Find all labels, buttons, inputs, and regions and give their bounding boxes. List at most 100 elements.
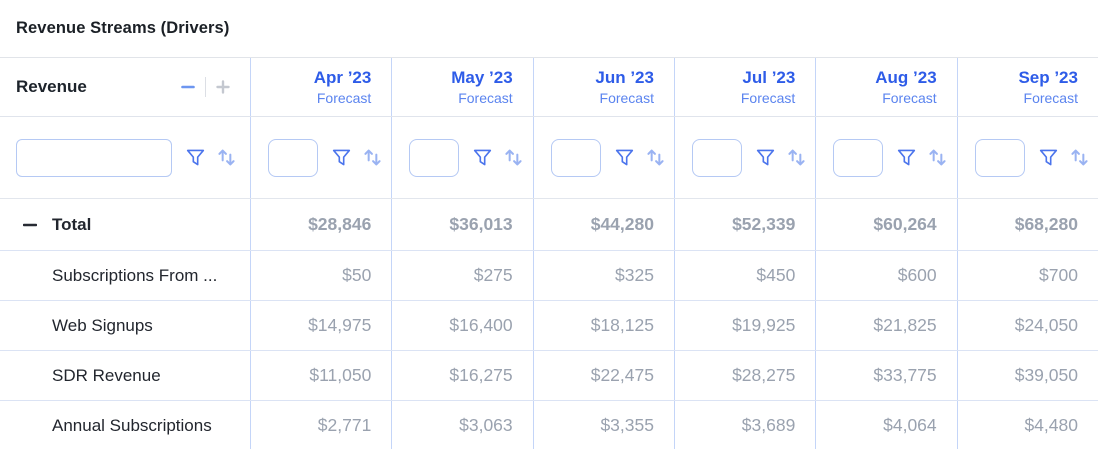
value-cell[interactable]: $44,280 — [532, 199, 674, 250]
collapse-columns-button[interactable] — [177, 76, 199, 98]
sort-up-down-icon — [505, 149, 522, 166]
granularity-controls — [177, 76, 234, 98]
month-sort-button[interactable] — [785, 146, 808, 169]
value-cell[interactable]: $600 — [815, 251, 956, 300]
row-label-cell[interactable]: Total — [0, 199, 250, 250]
month-filter-button[interactable] — [1038, 147, 1059, 168]
row-label: Subscriptions From ... — [52, 265, 218, 285]
month-filter-cell — [815, 117, 956, 198]
value-cell[interactable]: $3,063 — [391, 401, 532, 449]
funnel-icon — [1039, 149, 1057, 166]
value-cell[interactable]: $68,280 — [956, 199, 1098, 250]
month-column-header[interactable]: Jul ’23 Forecast — [673, 58, 815, 116]
sort-up-down-icon — [1071, 149, 1088, 166]
expand-columns-button[interactable] — [212, 76, 234, 98]
value-cell[interactable]: $16,400 — [391, 301, 532, 350]
forecast-sublabel: Forecast — [740, 90, 796, 107]
month-column-header[interactable]: Apr ’23 Forecast — [250, 58, 391, 116]
value-cell[interactable]: $3,689 — [673, 401, 815, 449]
month-filter-cell — [250, 117, 391, 198]
value-cell[interactable]: $2,771 — [250, 401, 391, 449]
month-filter-input[interactable] — [691, 138, 742, 177]
revenue-sort-button[interactable] — [215, 146, 238, 169]
value-cell[interactable]: $11,050 — [250, 351, 391, 400]
value-cell[interactable]: $18,125 — [532, 301, 674, 350]
value-cell[interactable]: $4,064 — [815, 401, 956, 449]
month-filter-input[interactable] — [833, 138, 884, 177]
sort-up-down-icon — [929, 149, 946, 166]
revenue-filter-cell — [0, 117, 250, 198]
value-cell[interactable]: $22,475 — [532, 351, 674, 400]
month-filter-input[interactable] — [974, 138, 1025, 177]
forecast-sublabel: Forecast — [599, 90, 654, 107]
value-cell[interactable]: $16,275 — [391, 351, 532, 400]
sort-up-down-icon — [788, 149, 805, 166]
month-sort-button[interactable] — [1068, 146, 1091, 169]
row-label-cell[interactable]: SDR Revenue — [0, 351, 250, 400]
month-filter-button[interactable] — [614, 147, 635, 168]
forecast-sublabel: Forecast — [1023, 90, 1078, 107]
value-cell[interactable]: $28,275 — [673, 351, 815, 400]
value-cell[interactable]: $19,925 — [673, 301, 815, 350]
value-cell[interactable]: $4,480 — [956, 401, 1098, 449]
collapse-row-toggle[interactable] — [22, 217, 38, 233]
sort-up-down-icon — [647, 149, 664, 166]
revenue-filter-input[interactable] — [16, 138, 172, 177]
month-filter-input[interactable] — [409, 138, 460, 177]
month-filter-button[interactable] — [472, 147, 493, 168]
value-cell[interactable]: $3,355 — [532, 401, 674, 449]
minus-icon — [181, 85, 195, 89]
row-label-cell[interactable]: Annual Subscriptions — [0, 401, 250, 449]
revenue-column-header: Revenue — [0, 58, 250, 116]
funnel-icon — [756, 149, 775, 166]
value-cell[interactable]: $450 — [673, 251, 815, 300]
value-cell[interactable]: $50 — [250, 251, 391, 300]
month-filter-button[interactable] — [331, 147, 352, 168]
month-label: Jun ’23 — [595, 67, 654, 87]
row-label: SDR Revenue — [52, 365, 161, 385]
value-cell[interactable]: $14,975 — [250, 301, 391, 350]
minus-icon — [23, 223, 37, 226]
month-column-header[interactable]: Aug ’23 Forecast — [815, 58, 956, 116]
table-row: Annual Subscriptions $2,771 $3,063 $3,355 $… — [0, 401, 1098, 449]
month-column-header[interactable]: Jun ’23 Forecast — [532, 58, 674, 116]
month-column-header[interactable]: Sep ’23 Forecast — [956, 58, 1098, 116]
divider — [205, 77, 206, 97]
forecast-sublabel: Forecast — [882, 90, 937, 107]
value-cell[interactable]: $36,013 — [391, 199, 532, 250]
value-cell[interactable]: $325 — [532, 251, 674, 300]
funnel-icon — [898, 149, 916, 166]
month-sort-button[interactable] — [502, 146, 525, 169]
month-filter-cell — [673, 117, 815, 198]
month-filter-input[interactable] — [268, 138, 318, 177]
table-row: Subscriptions From ... $50 $275 $325 $450 $6… — [0, 251, 1098, 301]
month-column-header[interactable]: May ’23 Forecast — [391, 58, 532, 116]
revenue-filter-button[interactable] — [185, 147, 206, 168]
sort-up-down-icon — [218, 149, 235, 166]
table-row: SDR Revenue $11,050 $16,275 $22,475 $28,275… — [0, 351, 1098, 401]
value-cell[interactable]: $21,825 — [815, 301, 956, 350]
row-label: Annual Subscriptions — [52, 415, 212, 435]
month-sort-button[interactable] — [361, 146, 384, 169]
value-cell[interactable]: $28,846 — [250, 199, 391, 250]
value-cell[interactable]: $24,050 — [956, 301, 1098, 350]
funnel-icon — [615, 149, 633, 166]
table-header-row: Revenue Apr ’23 Forecast May ’23 Forecas… — [0, 57, 1098, 117]
row-label-cell[interactable]: Web Signups — [0, 301, 250, 350]
month-sort-button[interactable] — [644, 146, 667, 169]
value-cell[interactable]: $700 — [956, 251, 1098, 300]
row-label-cell[interactable]: Subscriptions From ... — [0, 251, 250, 300]
month-label: Apr ’23 — [313, 67, 372, 87]
month-sort-button[interactable] — [926, 146, 949, 169]
value-cell[interactable]: $52,339 — [673, 199, 815, 250]
value-cell[interactable]: $275 — [391, 251, 532, 300]
month-filter-cell — [391, 117, 532, 198]
plus-icon — [216, 80, 230, 94]
month-filter-button[interactable] — [755, 147, 776, 168]
month-label: Aug ’23 — [875, 67, 937, 87]
month-filter-button[interactable] — [896, 147, 917, 168]
value-cell[interactable]: $39,050 — [956, 351, 1098, 400]
month-filter-input[interactable] — [550, 138, 601, 177]
value-cell[interactable]: $33,775 — [815, 351, 956, 400]
value-cell[interactable]: $60,264 — [815, 199, 956, 250]
